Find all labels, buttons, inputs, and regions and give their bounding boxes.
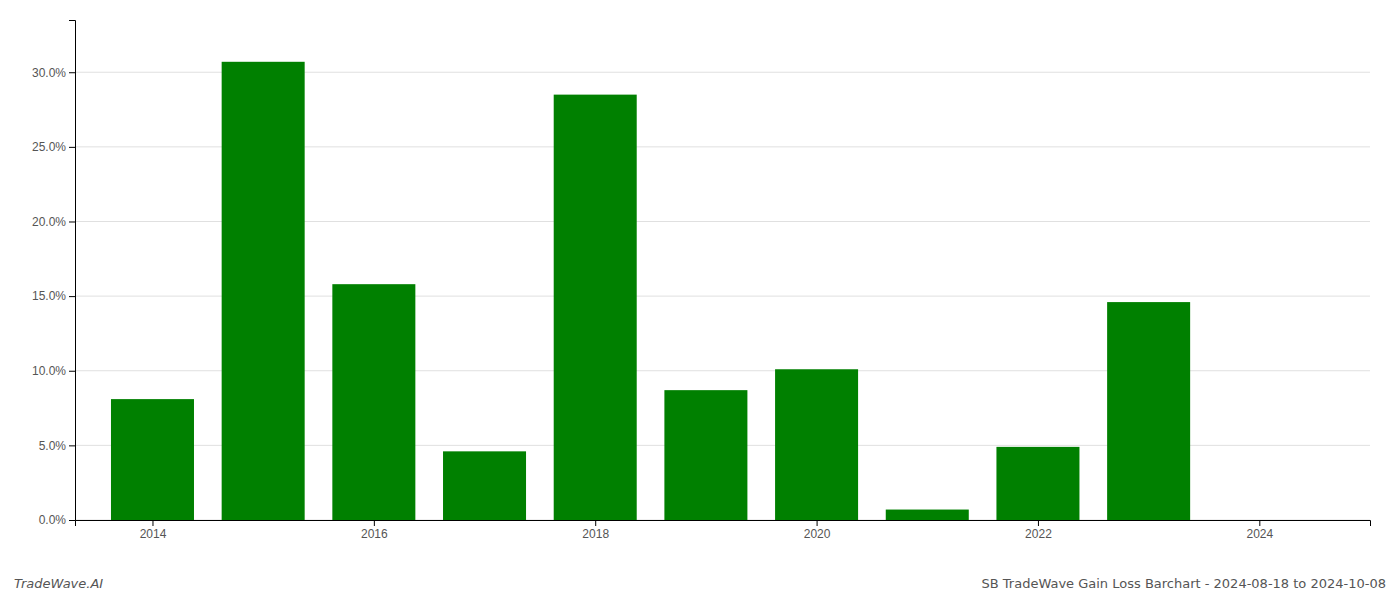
y-axis-line: [69, 21, 76, 521]
y-tick: 5.0%: [39, 439, 75, 453]
bar: [554, 95, 637, 520]
y-tick: 25.0%: [32, 140, 75, 154]
bar: [886, 510, 969, 520]
x-tick: 2022: [1025, 520, 1052, 541]
x-tick: 2018: [582, 520, 609, 541]
y-tick-label: 5.0%: [39, 439, 67, 453]
bar: [111, 399, 194, 520]
bar: [1107, 302, 1190, 520]
bar: [332, 284, 415, 520]
bar: [443, 451, 526, 520]
x-tick-label: 2020: [804, 527, 831, 541]
x-tick-mark: [374, 520, 375, 526]
y-tick-label: 10.0%: [32, 364, 66, 378]
x-tick-mark: [595, 520, 596, 526]
x-tick-mark: [817, 520, 818, 526]
y-tick-mark: [69, 371, 75, 372]
y-tick-mark: [69, 296, 75, 297]
y-tick-label: 25.0%: [32, 140, 66, 154]
y-tick-mark: [69, 221, 75, 222]
y-tick-label: 30.0%: [32, 66, 66, 80]
x-tick-mark: [1038, 520, 1039, 526]
y-tick-mark: [69, 445, 75, 446]
x-axis-line: [76, 521, 1371, 527]
y-tick: 10.0%: [32, 364, 75, 378]
y-tick-mark: [69, 72, 75, 73]
x-tick-mark: [152, 520, 153, 526]
x-tick-label: 2022: [1025, 527, 1052, 541]
x-axis: 2014 2016 2018 2020 2022 2024: [76, 520, 1371, 541]
x-tick: 2016: [361, 520, 388, 541]
y-tick-mark: [69, 147, 75, 148]
y-tick: 15.0%: [32, 289, 75, 303]
footer-left: TradeWave.AI: [14, 576, 103, 591]
y-axis: 0.0% 5.0% 10.0% 15.0% 20.0% 25.0% 30.0%: [32, 21, 76, 528]
bars: [111, 62, 1190, 520]
bar: [996, 447, 1079, 520]
x-tick: 2024: [1246, 520, 1273, 541]
x-tick-label: 2014: [140, 527, 167, 541]
y-tick: 20.0%: [32, 215, 75, 229]
y-tick: 30.0%: [32, 66, 75, 80]
bar: [775, 369, 858, 520]
x-tick-label: 2016: [361, 527, 388, 541]
x-tick-mark: [1259, 520, 1260, 526]
footer-right: SB TradeWave Gain Loss Barchart - 2024-0…: [982, 576, 1387, 591]
x-tick-label: 2024: [1246, 527, 1273, 541]
y-tick-label: 20.0%: [32, 215, 66, 229]
x-tick: 2020: [804, 520, 831, 541]
bar: [1218, 520, 1301, 521]
y-tick-label: 0.0%: [39, 513, 67, 527]
x-tick-label: 2018: [582, 527, 609, 541]
x-tick: 2014: [140, 520, 167, 541]
plot: 0.0%5.0%10.0%15.0%20.0%25.0%30.0%2014201…: [32, 21, 1371, 541]
chart: 0.0%5.0%10.0%15.0%20.0%25.0%30.0%2014201…: [0, 0, 1400, 600]
y-tick-label: 15.0%: [32, 289, 66, 303]
y-tick-mark: [69, 520, 75, 521]
bar: [222, 62, 305, 520]
bar: [664, 390, 747, 520]
y-tick: 0.0%: [39, 513, 75, 527]
